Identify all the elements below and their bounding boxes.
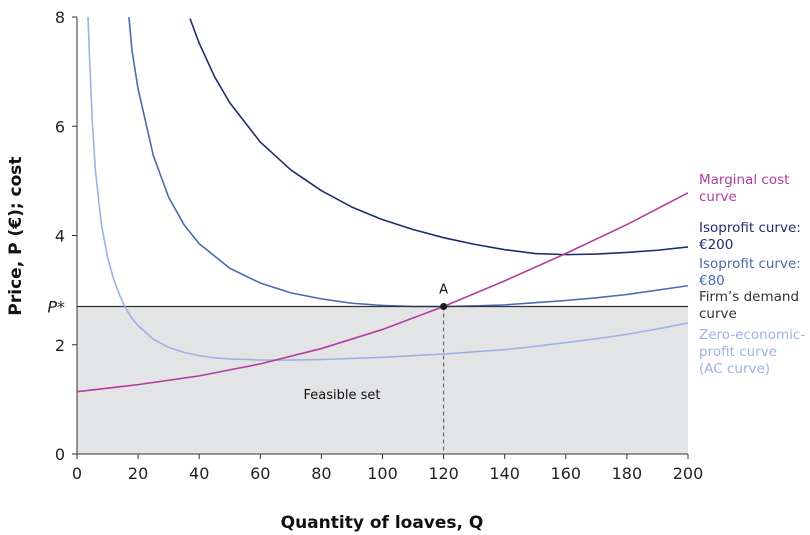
series-line [77, 192, 688, 393]
y-tick-label: 0 [55, 445, 65, 464]
feasible-set-area [77, 306, 688, 454]
y-tick-label: 2 [55, 336, 65, 355]
series-label: Isoprofit curve: €200 [699, 220, 801, 253]
x-tick-label: 100 [367, 464, 398, 483]
series-label: Isoprofit curve: €80 [699, 256, 801, 289]
equilibrium-marker: A [439, 283, 448, 454]
x-tick-label: 140 [489, 464, 520, 483]
tick-labels: 0 20 40 60 80 100 120 140 160 180 200 0 2 4 6 8 P* [47, 8, 703, 483]
x-tick-label: 40 [189, 464, 209, 483]
axes [72, 16, 689, 459]
point-a-marker [440, 303, 448, 311]
feasible-set-rect [77, 306, 688, 454]
x-tick-label: 60 [250, 464, 270, 483]
x-tick-label: 200 [673, 464, 704, 483]
x-tick-label: 80 [311, 464, 331, 483]
series-label-line: curve [699, 306, 737, 322]
point-a-label: A [439, 283, 448, 298]
series-line [189, 18, 688, 256]
series-label-line: Marginal cost [699, 172, 789, 188]
series-label-line: Firm’s demand [699, 289, 799, 305]
series-label-line: Zero-economic- [699, 327, 805, 343]
curves [77, 17, 688, 393]
p-star-label: P* [47, 298, 65, 317]
series-label: Marginal cost curve [699, 172, 789, 205]
x-tick-label: 120 [428, 464, 459, 483]
series-line [87, 17, 688, 361]
series-label-line: Isoprofit curve: [699, 220, 801, 236]
y-axis-title: Price, P (€); cost [6, 156, 26, 315]
series-label-line: Isoprofit curve: [699, 256, 801, 272]
series-label: Zero-economic-profit curve (AC curve) [699, 327, 805, 377]
y-tick-label: 8 [55, 8, 65, 27]
series-label: Firm’s demand curve [699, 289, 799, 322]
x-tick-label: 20 [128, 464, 148, 483]
x-tick-label: 180 [612, 464, 643, 483]
y-tick-label: 4 [55, 227, 65, 246]
series-label-line: €80 [699, 273, 725, 289]
series-label-line: (AC curve) [699, 361, 770, 377]
series-label-line: €200 [699, 237, 733, 253]
x-tick-label: 160 [551, 464, 582, 483]
series-line [128, 17, 688, 308]
y-tick-label: 6 [55, 117, 65, 136]
x-tick-label: 0 [72, 464, 82, 483]
feasible-set-label: Feasible set [304, 388, 381, 403]
series-label-line: profit curve [699, 344, 777, 360]
x-axis-title: Quantity of loaves, Q [281, 513, 484, 533]
series-label-line: curve [699, 189, 737, 205]
